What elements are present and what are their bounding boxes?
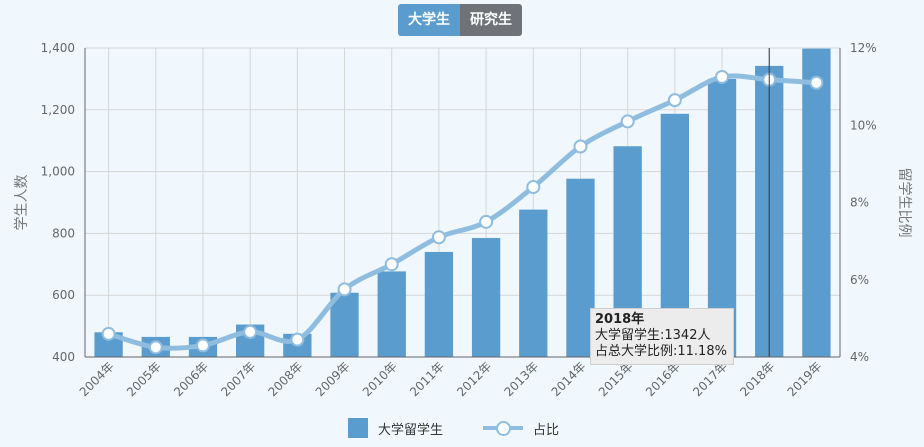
tooltip: 2018年 大学留学生:1342人 占总大学比例:11.18%	[590, 308, 734, 365]
line-point	[431, 230, 446, 245]
y-left-tick-label: 1,200	[41, 103, 75, 117]
bar	[330, 292, 359, 357]
line-point	[101, 326, 116, 341]
line-point	[243, 324, 258, 339]
tooltip-line2: 占总大学比例:11.18%	[595, 344, 727, 359]
ratio-line	[106, 73, 819, 351]
x-tick-label: 2019年	[785, 359, 825, 399]
y-right-tick-label: 8%	[850, 196, 869, 210]
bar	[377, 271, 406, 357]
y-left-tick-label: 600	[52, 288, 75, 302]
bar	[424, 251, 454, 357]
y-right-axis-title: 留学生比例	[896, 168, 912, 238]
x-tick-label: 2014年	[549, 359, 589, 399]
legend-item-line[interactable]: 占比	[483, 418, 559, 438]
legend-label-bars: 大学留学生	[378, 422, 444, 438]
line-point	[384, 257, 399, 272]
y-left-axis-title: 学生人数	[14, 175, 30, 231]
x-tick-label: 2010年	[360, 359, 400, 399]
x-tick-label: 2016年	[643, 359, 683, 399]
line-point	[526, 180, 541, 195]
line-series	[106, 73, 819, 351]
y-left-tick-label: 400	[52, 350, 75, 364]
x-tick-label: 2009年	[313, 359, 353, 399]
line-point	[290, 332, 305, 347]
tooltip-title: 2018年	[595, 312, 645, 327]
x-tick-label: 2018年	[737, 359, 777, 399]
x-tick-label: 2004年	[77, 359, 117, 399]
line-point	[195, 338, 210, 353]
bar	[566, 178, 595, 357]
bar-swatch	[348, 418, 368, 438]
x-tick-label: 2017年	[690, 359, 730, 399]
x-tick-label: 2013年	[501, 359, 541, 399]
line-point	[715, 69, 730, 84]
undergrad-tab[interactable]: 大学生	[398, 4, 460, 36]
tooltip-line1: 大学留学生:1342人	[595, 328, 711, 343]
legend-item-bars[interactable]: 大学留学生	[348, 418, 443, 438]
bar	[802, 48, 831, 357]
line-point	[667, 93, 682, 108]
line-point	[620, 114, 635, 129]
line-point	[148, 340, 163, 355]
x-tick-label: 2007年	[218, 359, 258, 399]
legend-label-line: 占比	[533, 422, 560, 438]
line-point	[809, 75, 824, 90]
line-points	[101, 69, 824, 355]
x-tick-label: 2006年	[171, 359, 211, 399]
y-right-tick-label: 12%	[850, 41, 877, 55]
grad-tab[interactable]: 研究生	[460, 4, 522, 36]
line-point	[479, 214, 494, 229]
line-point	[337, 282, 352, 297]
y-left-tick-label: 1,000	[41, 165, 75, 179]
bar	[519, 209, 548, 357]
x-tick-label: 2005年	[124, 359, 164, 399]
y-right-tick-label: 6%	[850, 273, 869, 287]
y-left-tick-label: 800	[52, 226, 75, 240]
bar	[471, 238, 501, 357]
y-left-tick-label: 1,400	[41, 41, 75, 55]
y-right-tick-label: 4%	[850, 350, 869, 364]
chart-type-toggle: 大学生 研究生	[398, 4, 522, 36]
x-tick-label: 2015年	[596, 359, 636, 399]
y-right-tick-label: 10%	[850, 118, 877, 132]
x-tick-label: 2012年	[454, 359, 494, 399]
legend: 大学留学生 占比	[348, 418, 599, 438]
x-tick-label: 2008年	[265, 359, 305, 399]
line-swatch	[483, 418, 524, 438]
line-point	[573, 139, 588, 154]
x-tick-label: 2011年	[407, 359, 447, 399]
